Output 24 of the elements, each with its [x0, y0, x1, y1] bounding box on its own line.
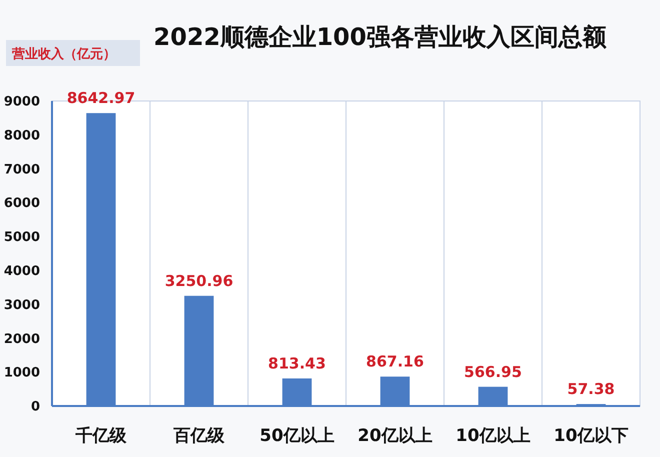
y-tick-label: 6000	[4, 196, 40, 212]
data-label: 813.43	[268, 354, 326, 372]
x-tick-label: 10亿以下	[554, 426, 628, 446]
y-tick-label: 2000	[4, 332, 40, 347]
y-axis-title: 营业收入（亿元）	[11, 46, 116, 62]
y-tick-label: 7000	[4, 162, 40, 178]
x-tick-label: 10亿以上	[456, 426, 530, 446]
x-tick-label: 千亿级	[74, 426, 128, 446]
x-tick-label: 20亿以上	[358, 426, 432, 446]
chart-title: 2022顺德企业100强各营业收入区间总额	[154, 23, 608, 51]
y-tick-label: 9000	[4, 94, 40, 110]
x-tick-label: 百亿级	[172, 426, 226, 446]
data-label: 8642.97	[66, 89, 136, 108]
data-label: 3250.96	[164, 272, 234, 290]
y-tick-label: 1000	[4, 366, 40, 381]
data-label: 867.16	[366, 352, 424, 371]
data-label: 566.95	[464, 362, 522, 381]
y-tick-label: 4000	[4, 264, 40, 279]
y-tick-label: 0	[30, 400, 40, 415]
x-tick-label: 50亿以上	[260, 426, 334, 446]
y-tick-label: 8000	[4, 128, 40, 144]
data-label: 57.38	[567, 380, 615, 398]
y-tick-label: 5000	[4, 230, 40, 246]
y-tick-label: 3000	[4, 298, 40, 313]
